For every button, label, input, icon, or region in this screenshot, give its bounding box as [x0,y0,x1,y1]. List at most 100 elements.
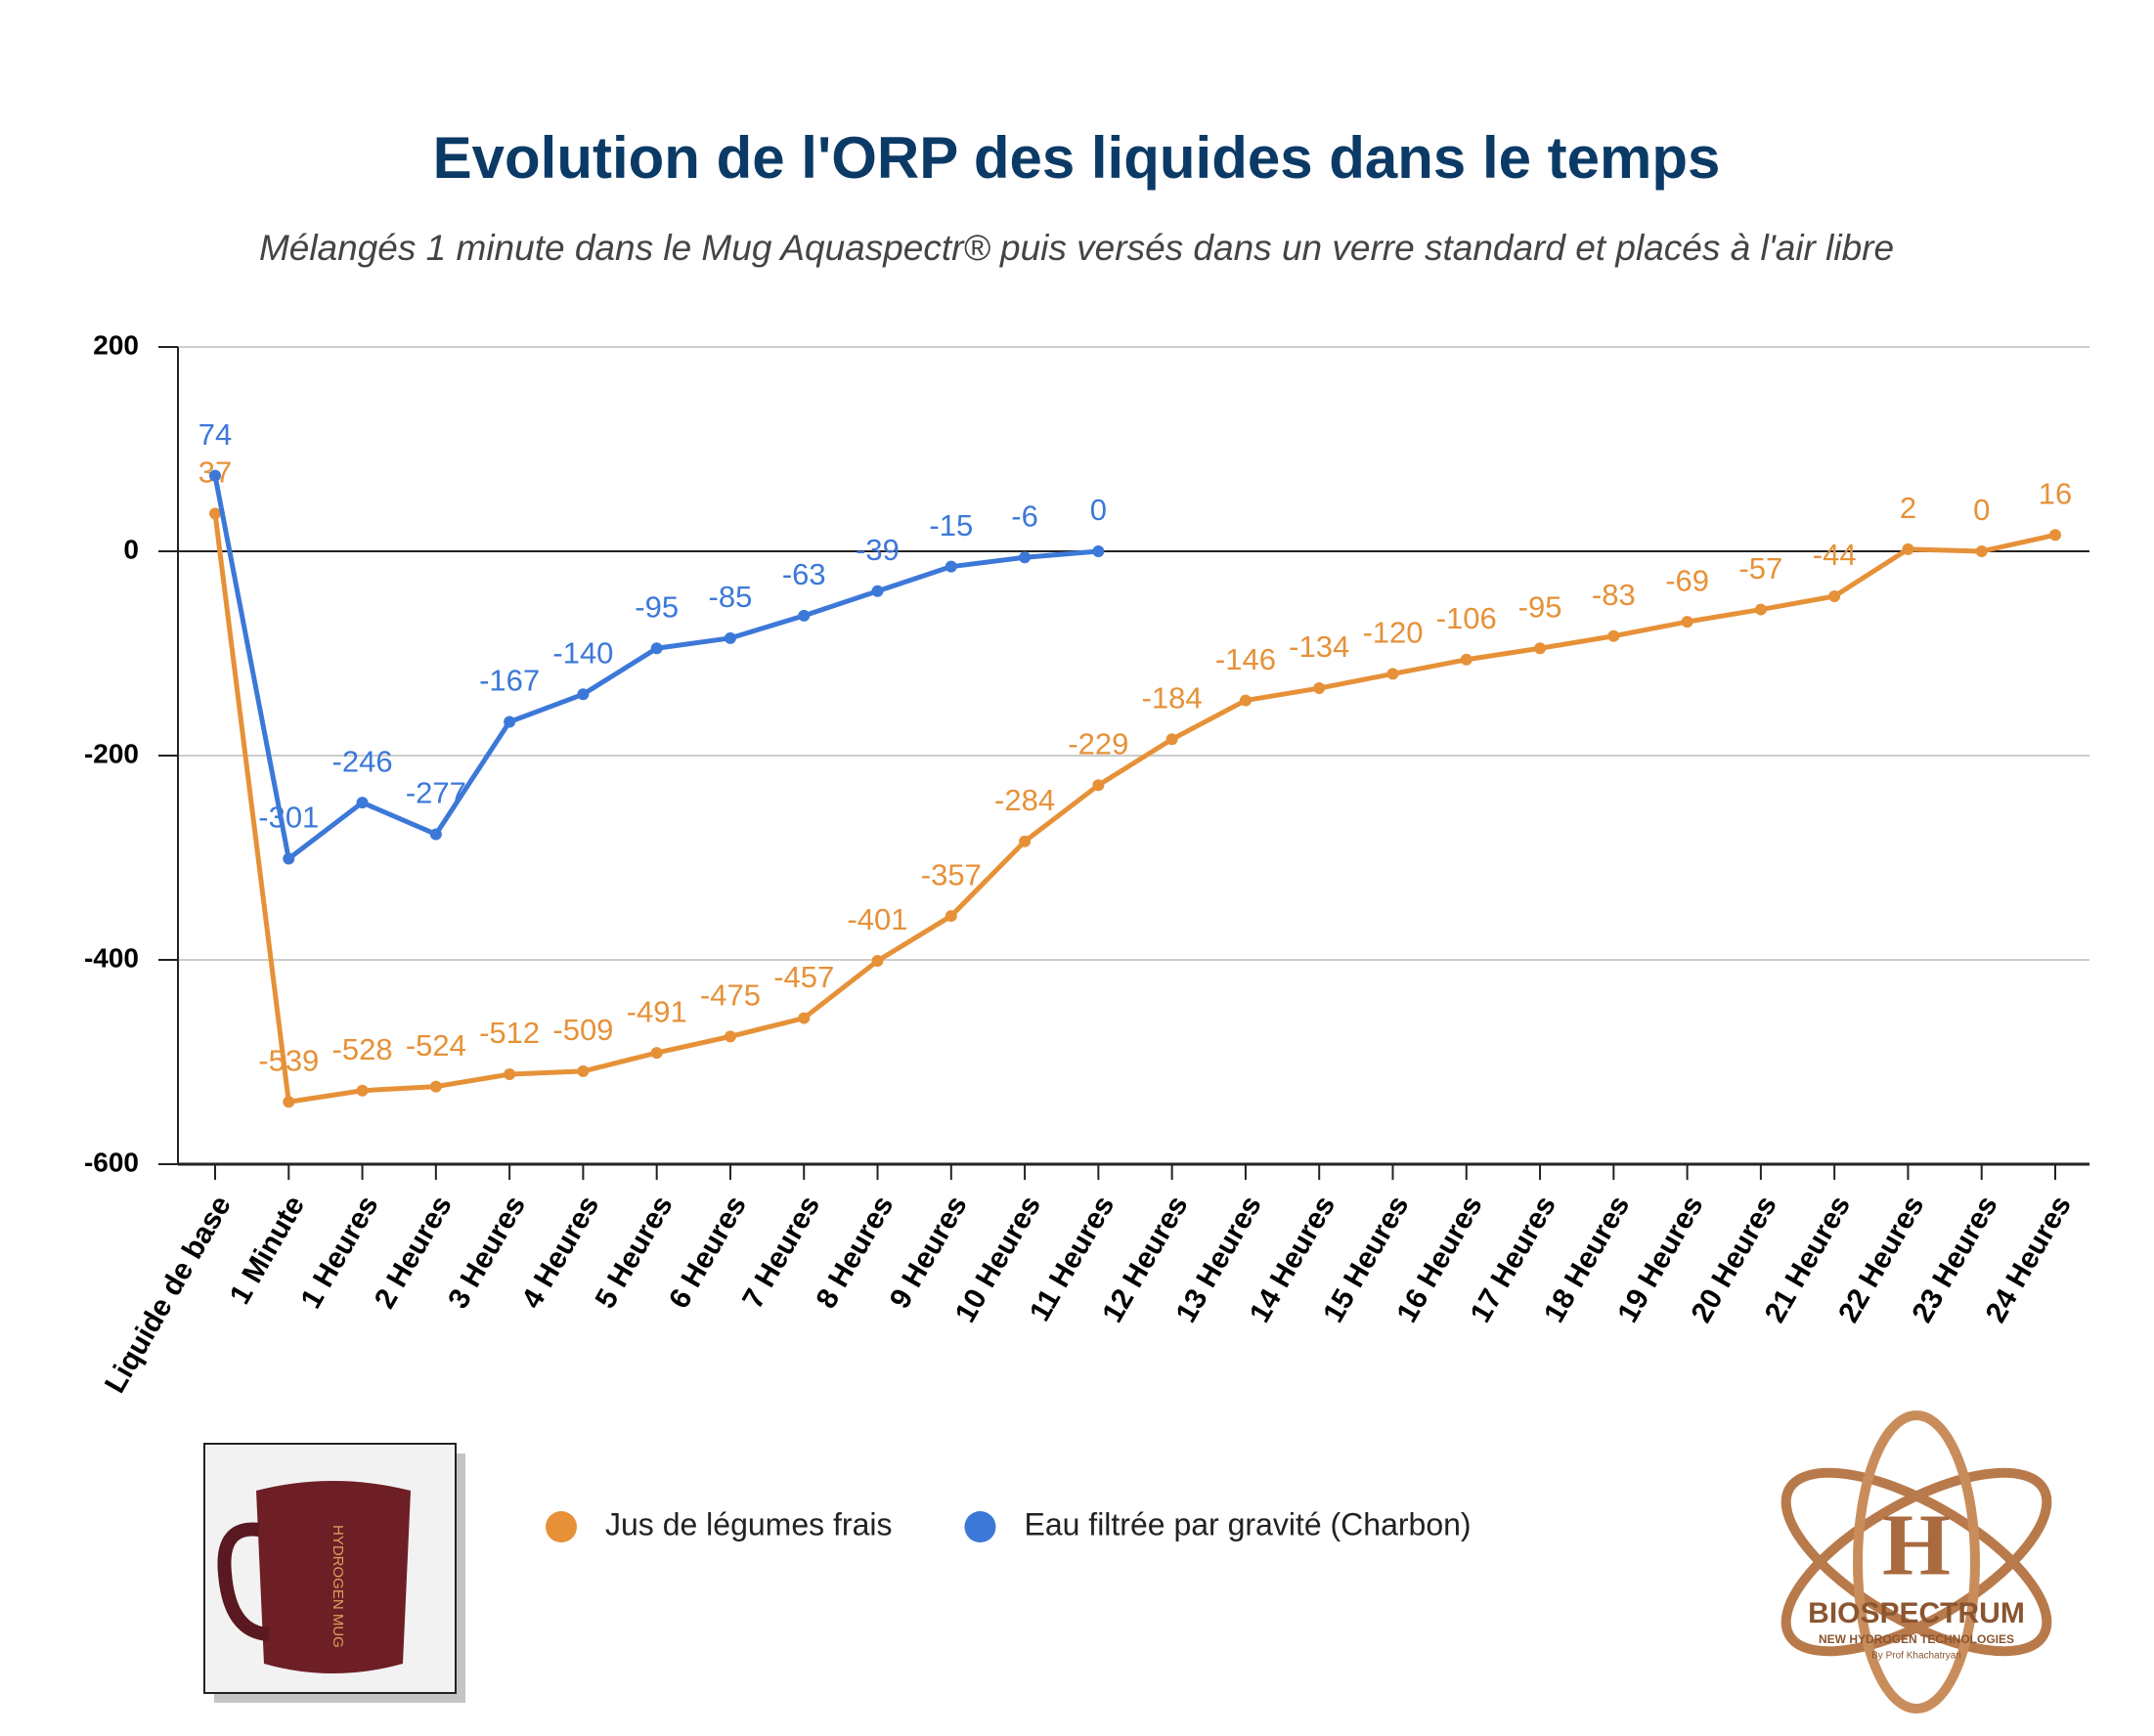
data-point [209,469,221,482]
data-label: -401 [847,902,907,936]
data-point [356,1084,369,1097]
series: 37-539-528-524-512-509-491-475-457-401-3… [198,456,2072,1108]
data-point [577,688,590,701]
data-point [871,955,884,968]
logo-orbit [1780,1467,2052,1657]
data-point [1092,545,1105,557]
y-tick-label: 0 [123,534,139,564]
chart-subtitle: Mélangés 1 minute dans le Mug Aquaspectr… [259,228,1894,268]
data-label: -106 [1436,601,1497,635]
data-label: -246 [332,744,393,778]
data-point [1313,682,1326,695]
data-label: -301 [258,801,319,835]
data-label: -357 [921,857,982,891]
logo-orbit [1780,1467,2052,1657]
mug-image: HYDROGEN MUG [203,1443,465,1703]
data-point [1019,551,1032,564]
data-point [650,1047,663,1060]
logo-letter: H [1882,1497,1951,1594]
data-point [356,797,369,809]
data-label: 0 [1973,493,1990,527]
chart-title: Evolution de l'ORP des liquides dans le … [433,125,1721,191]
data-label: 74 [198,417,232,452]
logo: H BIOSPECTRUM NEW HYDROGEN TECHNOLOGIES … [1780,1410,2052,1714]
data-label: -95 [1518,589,1562,624]
y-tick-label: -200 [84,738,139,768]
data-label: -491 [627,994,687,1028]
data-point [1975,545,1988,557]
data-label: -512 [479,1016,540,1050]
data-label: -528 [332,1032,393,1066]
data-point [945,910,957,923]
data-label: -146 [1215,642,1276,676]
data-point [283,1096,295,1108]
data-point [798,1012,811,1024]
y-tick-label: -600 [84,1147,139,1177]
data-label: -83 [1592,578,1636,612]
data-label: -69 [1665,563,1709,597]
data-label: -63 [782,557,826,591]
data-label: -509 [552,1013,613,1047]
data-point [1754,603,1767,616]
legend-label: Jus de légumes frais [605,1506,892,1541]
data-label: -524 [406,1028,466,1063]
data-label: -120 [1362,616,1423,650]
legend-label: Eau filtrée par gravité (Charbon) [1024,1506,1471,1541]
data-point [1460,653,1473,666]
series: 74 -301 -246 -277 -167 -140 -95 -85 -63 -39 -15 -6 0 [198,417,1107,865]
data-point [209,507,221,520]
data-point [724,631,736,644]
data-label: -85 [709,580,753,614]
logo-orbit [1853,1410,1980,1714]
data-label: -95 [635,589,679,624]
data-label: -134 [1289,629,1349,664]
data-point [1239,694,1252,707]
data-label: 0 [1090,493,1107,527]
data-point [1607,629,1620,642]
data-point [1386,668,1399,680]
data-point [504,716,516,728]
data-label: -15 [929,508,973,542]
y-tick-label: -400 [84,942,139,973]
series-line [212,513,2056,1105]
logo-tagline: NEW HYDROGEN TECHNOLOGIES [1819,1632,2014,1646]
data-label: -457 [773,960,834,994]
data-point [577,1064,590,1077]
data-label: -284 [994,783,1055,817]
data-label: -6 [1011,499,1038,533]
data-label: -39 [856,533,900,567]
data-point [429,828,442,841]
data-point [429,1080,442,1093]
data-label: -140 [552,635,613,670]
data-point [1092,779,1105,792]
data-point [1681,616,1693,629]
data-point [945,560,957,573]
data-label: -167 [479,664,540,698]
legend-swatch [964,1511,996,1542]
data-label: -229 [1068,726,1128,760]
data-point [504,1068,516,1081]
mug-handle [217,1522,270,1641]
data-label: 16 [2039,476,2072,510]
data-point [1828,589,1841,602]
logo-name: BIOSPECTRUM [1808,1597,2025,1629]
data-point [1534,642,1547,655]
data-point [724,1030,736,1043]
data-point [1165,733,1178,746]
data-point [650,642,663,655]
data-point [871,585,884,597]
mug-label: HYDROGEN MUG [330,1525,346,1648]
data-label: -57 [1738,551,1782,586]
mug-body [256,1481,411,1673]
data-label: -44 [1813,538,1857,572]
data-label: -475 [700,978,761,1013]
data-label: -539 [258,1043,319,1077]
data-point [798,609,811,622]
data-point [283,852,295,865]
data-label: -184 [1142,680,1203,715]
y-tick-label: 200 [93,329,139,360]
logo-author: By Prof Khachatryan [1871,1651,1961,1662]
data-point [1902,542,1914,555]
legend-swatch [546,1511,577,1542]
